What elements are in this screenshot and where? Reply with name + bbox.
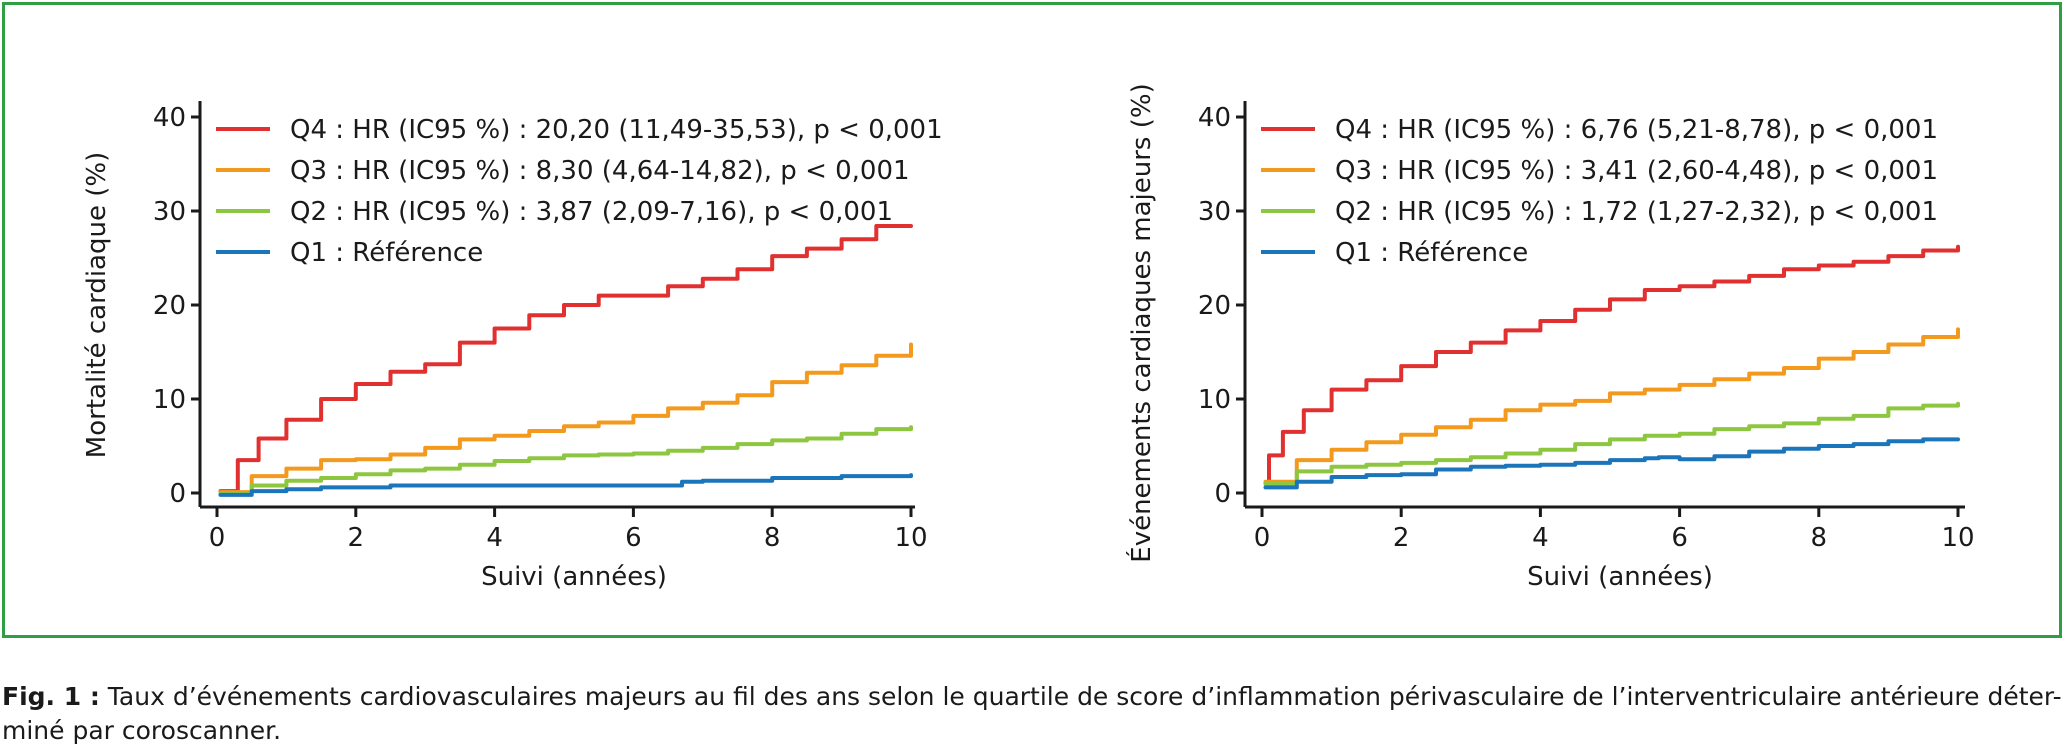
x-tick-label: 2 [348, 523, 365, 553]
y-tick-label: 40 [153, 103, 186, 133]
y-tick-label: 30 [153, 197, 186, 227]
y-tick-label: 30 [1198, 197, 1231, 227]
legend-label: Q3 : HR (IC95 %) : 8,30 (4,64-14,82), p … [290, 156, 910, 186]
y-tick-label: 0 [1214, 479, 1231, 509]
series-line-q1 [218, 473, 913, 497]
y-tick-label: 20 [1198, 291, 1231, 321]
x-tick-label: 8 [764, 523, 781, 553]
x-tick-label: 4 [486, 523, 503, 553]
x-tick-label: 0 [209, 523, 226, 553]
series-line-q1 [1263, 437, 1960, 490]
series-line-q4 [218, 224, 913, 494]
legend-label: Q1 : Référence [290, 238, 483, 268]
legend-label: Q1 : Référence [1335, 238, 1528, 268]
series-line-q2 [1263, 401, 1960, 486]
chart-cardiac-mortality: 0 10 20 30 40 0 2 4 6 8 10 Suivi (années) Mortalité … [82, 101, 943, 592]
x-axis-title: Suivi (années) [1527, 562, 1713, 592]
series-line-q4 [1263, 244, 1960, 486]
x-tick-label: 8 [1811, 523, 1828, 553]
legend-label: Q2 : HR (IC95 %) : 3,87 (2,09-7,16), p <… [290, 197, 893, 227]
caption-lead: Fig. 1 : [2, 682, 100, 711]
x-tick-label: 0 [1254, 523, 1271, 553]
caption-text: Taux d’événements cardiovasculaires maje… [2, 682, 2062, 745]
x-tick-label: 6 [625, 523, 642, 553]
y-tick-label: 10 [1198, 385, 1231, 415]
y-tick-label: 20 [153, 291, 186, 321]
x-axis-title: Suivi (années) [481, 562, 667, 592]
chart-major-cardiac-events: 0 10 20 30 40 0 2 4 6 8 10 Suivi (années) Événements… [1125, 83, 1975, 592]
series-line-q3 [218, 342, 913, 495]
legend-label: Q4 : HR (IC95 %) : 20,20 (11,49-35,53), … [290, 115, 943, 145]
y-tick-label: 10 [153, 385, 186, 415]
figure-caption: Fig. 1 : Taux d’événements cardiovascula… [2, 680, 2062, 748]
x-tick-label: 4 [1532, 523, 1549, 553]
y-tick-label: 0 [169, 479, 186, 509]
y-tick-label: 40 [1198, 103, 1231, 133]
y-axis-title: Événements cardiaques majeurs (%) [1125, 83, 1157, 562]
y-axis-title: Mortalité cardiaque (%) [82, 152, 112, 458]
figure-frame: 0 10 20 30 40 0 2 4 6 8 10 Suivi (années) Mortalité … [2, 2, 2062, 638]
x-tick-label: 6 [1671, 523, 1688, 553]
legend-label: Q4 : HR (IC95 %) : 6,76 (5,21-8,78), p <… [1335, 115, 1938, 145]
series-line-q2 [218, 425, 913, 495]
x-tick-label: 10 [1941, 523, 1974, 553]
x-tick-label: 2 [1393, 523, 1410, 553]
x-tick-label: 10 [894, 523, 927, 553]
legend-label: Q3 : HR (IC95 %) : 3,41 (2,60-4,48), p <… [1335, 156, 1938, 186]
legend-label: Q2 : HR (IC95 %) : 1,72 (1,27-2,32), p <… [1335, 197, 1938, 227]
series-line-q3 [1263, 327, 1960, 484]
